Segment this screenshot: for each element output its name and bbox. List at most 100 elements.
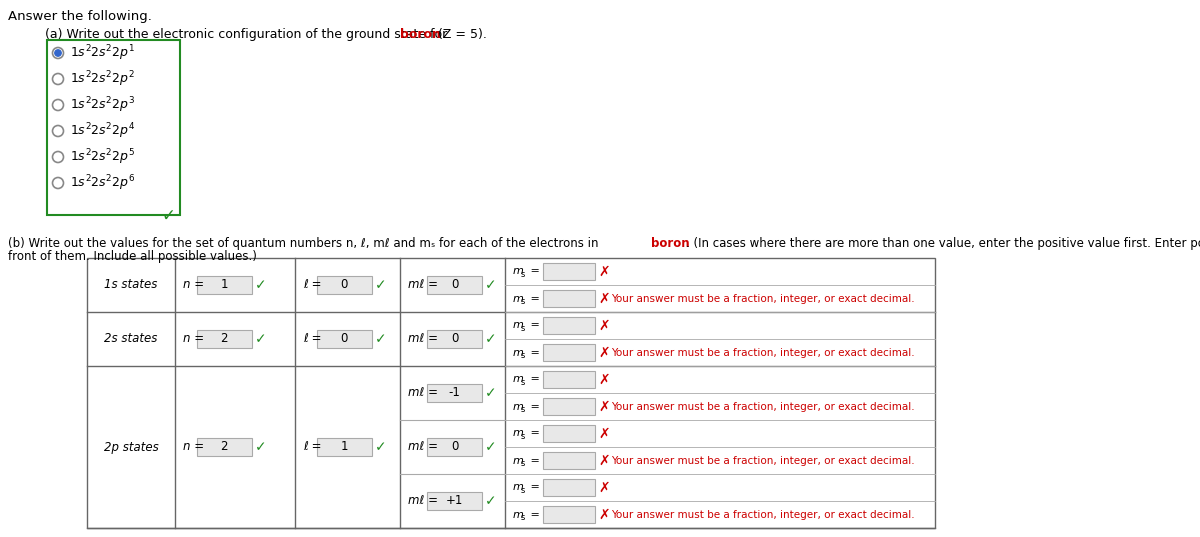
Bar <box>427 492 482 510</box>
Text: s: s <box>521 486 526 495</box>
Text: =: = <box>527 510 540 519</box>
Text: 2: 2 <box>221 332 228 345</box>
Text: ✗: ✗ <box>598 345 610 359</box>
Text: mℓ =: mℓ = <box>408 279 438 292</box>
Bar <box>542 479 595 496</box>
Text: ✓: ✓ <box>485 494 497 508</box>
Text: m: m <box>514 266 524 277</box>
Text: ✓: ✓ <box>485 440 497 454</box>
Text: ✗: ✗ <box>598 400 610 413</box>
Text: -1: -1 <box>449 387 461 400</box>
Text: m: m <box>514 321 524 330</box>
Text: 1: 1 <box>341 440 348 454</box>
Text: (b) Write out the values for the set of quantum numbers n, ℓ, mℓ and mₛ for each: (b) Write out the values for the set of … <box>8 237 602 250</box>
Text: ✓: ✓ <box>485 386 497 400</box>
Text: ✓: ✓ <box>485 332 497 346</box>
Text: $1s^{2}2s^{2}2p^{5}$: $1s^{2}2s^{2}2p^{5}$ <box>70 147 136 167</box>
Text: Your answer must be a fraction, integer, or exact decimal.: Your answer must be a fraction, integer,… <box>611 347 914 358</box>
Text: m: m <box>514 510 524 519</box>
Bar <box>427 276 482 294</box>
Text: ✗: ✗ <box>598 292 610 306</box>
Text: Your answer must be a fraction, integer, or exact decimal.: Your answer must be a fraction, integer,… <box>611 402 914 411</box>
Text: =: = <box>527 266 540 277</box>
Text: 1s states: 1s states <box>104 279 157 292</box>
Text: =: = <box>527 429 540 439</box>
Bar <box>542 506 595 523</box>
Text: n =: n = <box>182 279 204 292</box>
Bar <box>542 371 595 388</box>
Text: =: = <box>527 294 540 303</box>
Bar <box>542 398 595 415</box>
Bar <box>88 258 935 528</box>
Text: 0: 0 <box>451 440 458 454</box>
Text: 2p states: 2p states <box>103 440 158 454</box>
Text: ✗: ✗ <box>598 507 610 521</box>
Text: Your answer must be a fraction, integer, or exact decimal.: Your answer must be a fraction, integer,… <box>611 294 914 303</box>
Text: s: s <box>521 405 526 414</box>
Text: n =: n = <box>182 332 204 345</box>
Text: s: s <box>521 459 526 468</box>
Text: 0: 0 <box>451 332 458 345</box>
Text: m: m <box>514 294 524 303</box>
Bar <box>427 330 482 348</box>
Text: m: m <box>514 374 524 384</box>
Text: Your answer must be a fraction, integer, or exact decimal.: Your answer must be a fraction, integer,… <box>611 510 914 519</box>
Bar <box>317 276 372 294</box>
Bar <box>427 384 482 402</box>
Text: =: = <box>527 483 540 492</box>
Bar <box>197 438 252 456</box>
Bar <box>542 452 595 469</box>
Text: ✓: ✓ <box>161 207 175 225</box>
Text: +1: +1 <box>446 495 463 507</box>
Text: Your answer must be a fraction, integer, or exact decimal.: Your answer must be a fraction, integer,… <box>611 455 914 466</box>
Text: Answer the following.: Answer the following. <box>8 10 152 23</box>
Bar <box>542 263 595 280</box>
Text: ✗: ✗ <box>598 481 610 495</box>
Text: (Z = 5).: (Z = 5). <box>438 28 487 41</box>
Bar <box>427 438 482 456</box>
Circle shape <box>55 50 61 56</box>
Text: front of them. Include all possible values.): front of them. Include all possible valu… <box>8 250 257 263</box>
Text: 2s states: 2s states <box>104 332 157 345</box>
Bar <box>197 276 252 294</box>
Text: ✓: ✓ <box>254 440 266 454</box>
Text: ✓: ✓ <box>485 278 497 292</box>
Bar <box>317 330 372 348</box>
Text: s: s <box>521 270 526 279</box>
Bar <box>197 330 252 348</box>
Text: s: s <box>521 378 526 387</box>
Text: 1: 1 <box>221 279 228 292</box>
Text: mℓ =: mℓ = <box>408 332 438 345</box>
Text: ℓ =: ℓ = <box>302 279 322 292</box>
Text: n =: n = <box>182 440 204 454</box>
Text: 0: 0 <box>341 279 348 292</box>
Text: ✗: ✗ <box>598 426 610 440</box>
Text: m: m <box>514 429 524 439</box>
Text: m: m <box>514 455 524 466</box>
Text: =: = <box>527 455 540 466</box>
Bar <box>542 317 595 334</box>
Text: ✓: ✓ <box>374 332 386 346</box>
Text: s: s <box>521 513 526 522</box>
Text: 2: 2 <box>221 440 228 454</box>
Text: ✓: ✓ <box>374 440 386 454</box>
Text: =: = <box>527 321 540 330</box>
Bar <box>542 344 595 361</box>
Text: ✗: ✗ <box>598 373 610 387</box>
Text: m: m <box>514 402 524 411</box>
Text: $1s^{2}2s^{2}2p^{3}$: $1s^{2}2s^{2}2p^{3}$ <box>70 95 136 115</box>
Bar <box>542 425 595 442</box>
Text: =: = <box>527 347 540 358</box>
Text: s: s <box>521 297 526 306</box>
Text: s: s <box>521 432 526 441</box>
Text: m: m <box>514 347 524 358</box>
Text: (a) Write out the electronic configuration of the ground state for: (a) Write out the electronic configurati… <box>46 28 451 41</box>
Text: ✓: ✓ <box>374 278 386 292</box>
Text: ✗: ✗ <box>598 318 610 332</box>
Text: 0: 0 <box>341 332 348 345</box>
Text: mℓ =: mℓ = <box>408 495 438 507</box>
Bar <box>317 438 372 456</box>
Text: $1s^{2}2s^{2}2p^{2}$: $1s^{2}2s^{2}2p^{2}$ <box>70 69 134 89</box>
Text: $1s^{2}2s^{2}2p^{6}$: $1s^{2}2s^{2}2p^{6}$ <box>70 173 136 193</box>
Text: boron: boron <box>650 237 690 250</box>
